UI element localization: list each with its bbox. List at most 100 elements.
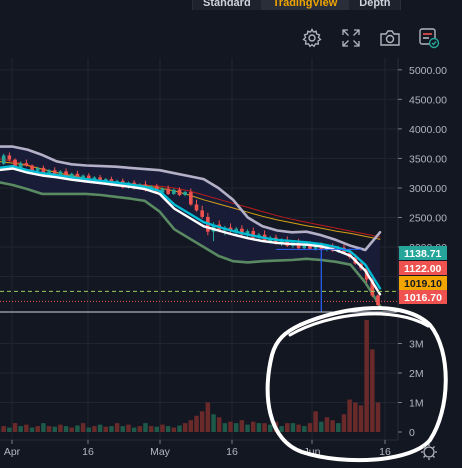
ema-lines [0, 164, 382, 296]
volume-series [0, 319, 381, 432]
gear-icon-teeth [421, 444, 437, 460]
price-tag-label: 1138.71 [404, 248, 442, 260]
volume-bar [137, 426, 143, 432]
fullscreen-button[interactable] [331, 26, 370, 50]
candle-body [24, 163, 29, 166]
volume-bar [171, 427, 177, 432]
indicator-icon [418, 28, 439, 49]
candle-body [35, 167, 40, 171]
volume-bar [228, 421, 233, 432]
candle-body [302, 244, 307, 249]
volume-tick-label: 0 [409, 427, 415, 439]
volume-bar [18, 426, 23, 432]
volume-bar [109, 426, 114, 432]
volume-bar [268, 424, 273, 432]
volume-bar [285, 423, 290, 432]
indicators-button[interactable] [409, 26, 448, 50]
volume-bar [188, 420, 194, 432]
chart-type-tabs: Standard TradingView Depth [192, 0, 402, 10]
volume-bar [347, 399, 352, 432]
price-axis: 5000.00 4500.00 4000.00 3500.00 3000.00 2500.… [397, 58, 447, 440]
price-tag-bg [399, 290, 447, 304]
annotation-circle-overlap [288, 312, 430, 337]
volume-bar [92, 426, 97, 432]
candle-body [183, 192, 187, 196]
price-tag-label: 1019.10 [404, 278, 442, 290]
candle-body [69, 173, 74, 178]
volume-bar [24, 424, 29, 432]
price-tag-bg [399, 246, 447, 260]
time-axis: Apr 16 May 16 Jun 16 [0, 439, 398, 458]
candle-body [251, 231, 256, 238]
hand-drawn-circle-annotation [265, 306, 448, 463]
volume-bar [46, 426, 52, 432]
volume-bar [86, 427, 91, 432]
volume-bar [103, 426, 108, 432]
candle-body [376, 295, 380, 306]
ema-white-line [0, 167, 382, 296]
price-tick-label: 3000.00 [409, 183, 447, 195]
bollinger-band-area [0, 146, 380, 307]
volume-bar [358, 405, 364, 432]
volume-bar [182, 423, 188, 432]
volume-bar [131, 427, 137, 432]
volume-bar [216, 417, 222, 432]
time-tick-label: 16 [82, 446, 94, 458]
volume-bar [341, 414, 347, 432]
price-tag-bg [399, 276, 447, 290]
axis-settings-button[interactable] [421, 444, 437, 460]
volume-bar [239, 420, 245, 432]
volume-axis: 3M 2M 1M 0 [398, 339, 424, 439]
volume-tick-label: 1M [409, 398, 424, 410]
candle-body [64, 171, 68, 178]
tab-depth[interactable]: Depth [348, 0, 402, 10]
bollinger-lower-line [0, 181, 382, 308]
volume-bar [154, 426, 160, 432]
volume-bar [353, 402, 358, 432]
gear-icon [423, 446, 435, 458]
bollinger-upper-line [0, 145, 382, 252]
volume-bar [211, 414, 216, 432]
candle-body [13, 159, 17, 168]
candle-body [245, 231, 250, 235]
volume-bar [375, 402, 381, 432]
time-tick-label: Apr [4, 446, 21, 458]
tab-standard[interactable]: Standard [192, 0, 262, 10]
volume-bar [324, 417, 330, 432]
chart-toolbar: Standard TradingView Depth [0, 0, 462, 58]
candle-body [189, 192, 193, 205]
volume-bar [205, 402, 211, 432]
volume-bar [296, 424, 301, 432]
volume-bar [63, 426, 69, 432]
chart-tools [292, 26, 448, 50]
candle-body [160, 188, 165, 193]
ema-cyan-line [0, 164, 382, 290]
candle-body [1, 155, 6, 164]
volume-bar [199, 411, 205, 432]
settings-button[interactable] [292, 26, 331, 50]
volume-bar [307, 423, 313, 432]
screenshot-button[interactable] [370, 26, 409, 50]
tab-tradingview[interactable]: TradingView [261, 0, 349, 10]
volume-bar [126, 424, 131, 432]
candle-body [41, 167, 46, 174]
volume-bar [302, 426, 307, 432]
bollinger-band-fill [0, 146, 380, 307]
volume-bar [279, 426, 284, 432]
volume-tick-label: 3M [409, 339, 424, 351]
volume-bar [114, 423, 120, 432]
gear-icon [301, 28, 322, 48]
price-tick-label: 3500.00 [409, 153, 447, 165]
price-tag-label: 1122.00 [404, 263, 442, 275]
candle-body [75, 173, 80, 180]
price-tick-label: 4000.00 [409, 124, 447, 136]
volume-bar [97, 424, 103, 432]
volume-bar [250, 421, 256, 432]
volume-bar [35, 426, 40, 432]
volume-bar [245, 424, 250, 432]
candle-body [47, 170, 51, 174]
volume-bar [58, 424, 63, 432]
candle-body [279, 239, 284, 244]
candle-body [166, 188, 170, 194]
